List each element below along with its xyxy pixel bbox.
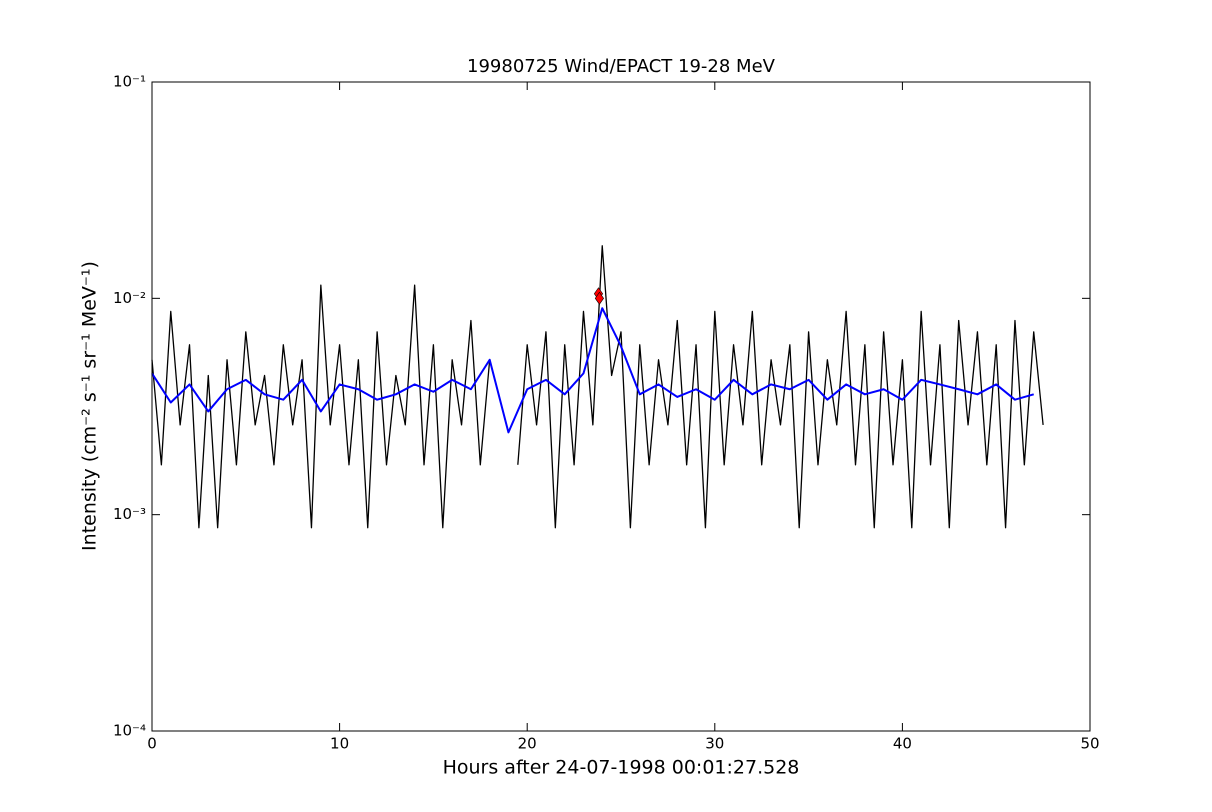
x-tick-label: 20: [518, 735, 537, 753]
x-tick-label: 50: [1080, 735, 1099, 753]
x-axis-label: Hours after 24-07-1998 00:01:27.528: [443, 757, 800, 779]
y-tick-label: 10⁻¹: [113, 73, 146, 91]
x-tick-label: 30: [705, 735, 724, 753]
y-tick-label: 10⁻⁴: [113, 722, 146, 740]
y-axis-label: Intensity (cm⁻² s⁻¹ sr⁻¹ MeV⁻¹): [79, 261, 101, 551]
chart-title: 19980725 Wind/EPACT 19-28 MeV: [467, 56, 776, 77]
x-tick-label: 40: [893, 735, 912, 753]
x-tick-label: 10: [330, 735, 349, 753]
data-line: [151, 307, 1034, 434]
y-tick-label: 10⁻²: [113, 289, 146, 307]
marker: [594, 291, 604, 305]
plot-frame: [151, 81, 1091, 732]
y-tick-label: 10⁻³: [113, 505, 146, 523]
x-tick-label: 0: [147, 735, 157, 753]
data-line: [151, 245, 1044, 529]
